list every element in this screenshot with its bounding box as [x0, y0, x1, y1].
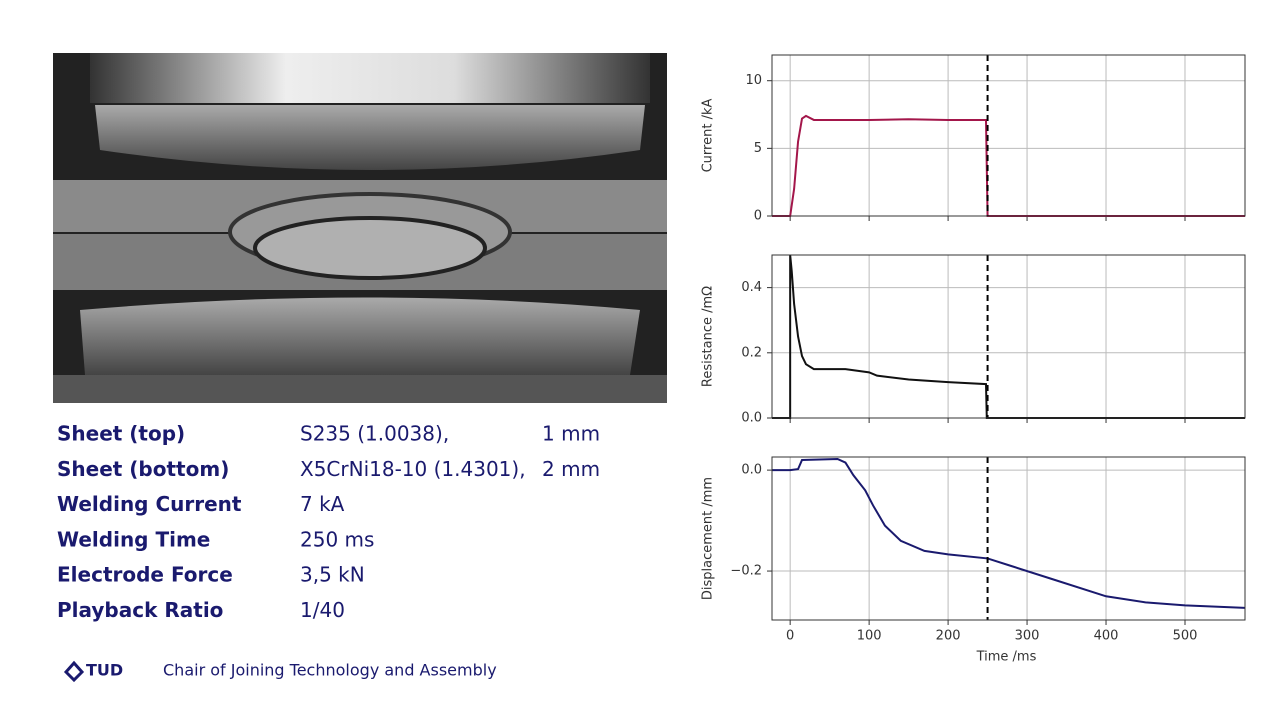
param-value: X5CrNi18-10 (1.4301), — [300, 457, 526, 481]
param-value: 250 ms — [300, 527, 374, 551]
y-axis-label: Resistance /mΩ — [701, 286, 716, 387]
param-value: 1 mm — [542, 422, 600, 446]
plot-frame — [771, 54, 1246, 217]
param-key: Playback Ratio — [57, 598, 223, 622]
y-tick-label: 0.0 — [741, 463, 762, 478]
footer-logo: TUD — [86, 661, 123, 680]
param-value: 7 kA — [300, 492, 345, 516]
y-tick-label: 0.2 — [741, 345, 762, 360]
y-tick-label: 0.4 — [741, 280, 762, 295]
x-tick-label: 300 — [1015, 629, 1040, 644]
y-tick-label: −0.2 — [730, 564, 762, 579]
footer-text: Chair of Joining Technology and Assembly — [163, 661, 497, 680]
param-key: Electrode Force — [57, 563, 233, 587]
param-value: S235 (1.0038), — [300, 422, 449, 446]
x-tick-label: 200 — [936, 629, 961, 644]
y-tick-label: 0 — [754, 209, 762, 224]
x-tick-label: 500 — [1173, 629, 1198, 644]
param-key: Sheet (top) — [57, 422, 185, 446]
y-axis-label: Current /kA — [701, 99, 716, 173]
data-line — [772, 114, 1245, 217]
param-key: Welding Time — [57, 527, 210, 551]
param-value: 3,5 kN — [300, 563, 365, 587]
x-tick-label: 100 — [857, 629, 882, 644]
x-tick-label: 0 — [786, 629, 794, 644]
y-tick-label: 10 — [745, 73, 762, 88]
param-value: 2 mm — [542, 457, 600, 481]
data-line — [772, 458, 1246, 609]
weld-photo — [53, 53, 667, 403]
data-line — [772, 254, 1245, 419]
tud-logo-icon — [63, 660, 85, 683]
plot-frame — [771, 254, 1246, 419]
x-axis-label: Time /ms — [976, 650, 1037, 665]
y-axis-label: Displacement /mm — [701, 477, 716, 600]
y-tick-label: 5 — [754, 141, 762, 156]
y-tick-label: 0.0 — [741, 411, 762, 426]
param-key: Sheet (bottom) — [57, 457, 229, 481]
param-key: Welding Current — [57, 492, 242, 516]
param-value: 1/40 — [300, 598, 345, 622]
x-tick-label: 400 — [1094, 629, 1119, 644]
plot-frame — [771, 456, 1246, 621]
